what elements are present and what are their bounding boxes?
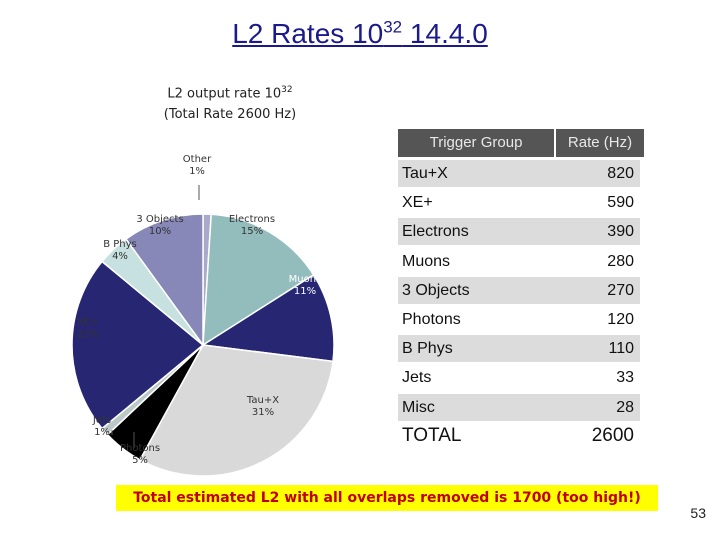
- rate-cell: 110: [552, 335, 640, 363]
- pie-label-percent: 31%: [252, 407, 274, 418]
- pie-label-name: Electrons: [229, 214, 275, 225]
- trigger-group-cell: Electrons: [398, 218, 552, 246]
- pie-label-percent: 1%: [189, 166, 205, 177]
- pie-label: Photons 5%: [120, 443, 160, 466]
- pie-slice-xe-: [71, 260, 205, 430]
- pie-labels: Other 1%Electrons 15%Muons 11%Tau+X 31%Photo…: [77, 154, 321, 466]
- table-header-group: Trigger Group: [398, 129, 554, 157]
- table-header-rate: Rate (Hz): [556, 129, 644, 157]
- pie-label: 3 Objects 10%: [136, 214, 183, 237]
- chart-title: L2 output rate 1032 (Total Rate 2600 Hz): [130, 80, 330, 125]
- pie-label-name: Muons: [289, 274, 322, 285]
- pie-label: Other 1%: [183, 154, 212, 177]
- trigger-group-cell: Photons: [398, 306, 552, 333]
- rate-cell: 390: [552, 218, 640, 246]
- pie-label: Muons 11%: [289, 274, 322, 297]
- rate-cell: 280: [552, 247, 640, 275]
- total-label: TOTAL: [398, 421, 552, 451]
- chart-title-line1: L2 output rate 1032: [130, 80, 330, 104]
- trigger-group-cell: B Phys: [398, 335, 552, 363]
- pie-label-percent: 15%: [241, 226, 263, 237]
- pie-label-name: Other: [183, 154, 212, 165]
- title-version: 14.4.0: [402, 18, 488, 50]
- rate-cell: 33: [552, 364, 640, 392]
- pie-label: B Phys 4%: [103, 239, 137, 262]
- title-exponent: 32: [383, 18, 403, 37]
- chart-title-text: L2 output rate 10: [167, 86, 282, 102]
- pie-label-name: B Phys: [103, 239, 137, 250]
- pie-slice-3-objects: [124, 213, 204, 348]
- rate-cell: 270: [552, 276, 640, 304]
- pie-label: XE+ 22%: [77, 317, 99, 340]
- rate-cell: 820: [552, 160, 640, 187]
- trigger-group-cell: XE+: [398, 189, 552, 217]
- pie-label: Tau+X 31%: [246, 395, 279, 418]
- pie-slice-electrons: [202, 213, 315, 347]
- pie-label-name: Photons: [120, 443, 160, 454]
- page-title-main: L2 Rates 1032 14.4.0: [232, 18, 488, 49]
- pie-label-percent: 4%: [112, 251, 128, 262]
- trigger-group-cell: Jets: [398, 364, 552, 392]
- pie-label-name: 3 Objects: [136, 214, 183, 225]
- pie-label-percent: 1%: [94, 427, 110, 438]
- summary-banner: Total estimated L2 with all overlaps rem…: [116, 485, 658, 511]
- trigger-group-cell: Tau+X: [398, 160, 552, 187]
- rate-cell: 590: [552, 189, 640, 217]
- pie-label: Electrons 15%: [229, 214, 275, 237]
- rate-cell: 120: [552, 306, 640, 333]
- pie-slice-tau-x: [138, 344, 334, 477]
- pie-label-name: Jets: [92, 415, 111, 426]
- chart-title-exponent: 32: [281, 85, 293, 95]
- pie-slice-muons: [200, 273, 335, 363]
- pie-label-percent: 10%: [149, 226, 171, 237]
- total-value: 2600: [552, 421, 640, 451]
- chart-title-line2: (Total Rate 2600 Hz): [163, 107, 297, 123]
- pie-label-percent: 5%: [132, 455, 148, 466]
- trigger-group-cell: Muons: [398, 247, 552, 275]
- pie-leader-lines: [111, 185, 200, 448]
- rate-cell: 28: [552, 393, 640, 421]
- title-text: L2 Rates 10: [232, 18, 384, 50]
- trigger-group-cell: Misc: [398, 393, 552, 421]
- page-number: 53: [690, 505, 706, 521]
- pie-label: Jets 1%: [92, 415, 111, 438]
- pie-slices: [71, 213, 335, 477]
- pie-label-name: XE+: [77, 317, 99, 328]
- pie-label-percent: 22%: [77, 329, 99, 340]
- page-title: L2 Rates 1032 14.4.0: [0, 18, 720, 50]
- pie-label-name: Tau+X: [246, 395, 279, 406]
- pie-chart: Other 1%Electrons 15%Muons 11%Tau+X 31%Photo…: [71, 154, 335, 477]
- pie-label-percent: 11%: [294, 286, 316, 297]
- trigger-group-cell: 3 Objects: [398, 276, 552, 304]
